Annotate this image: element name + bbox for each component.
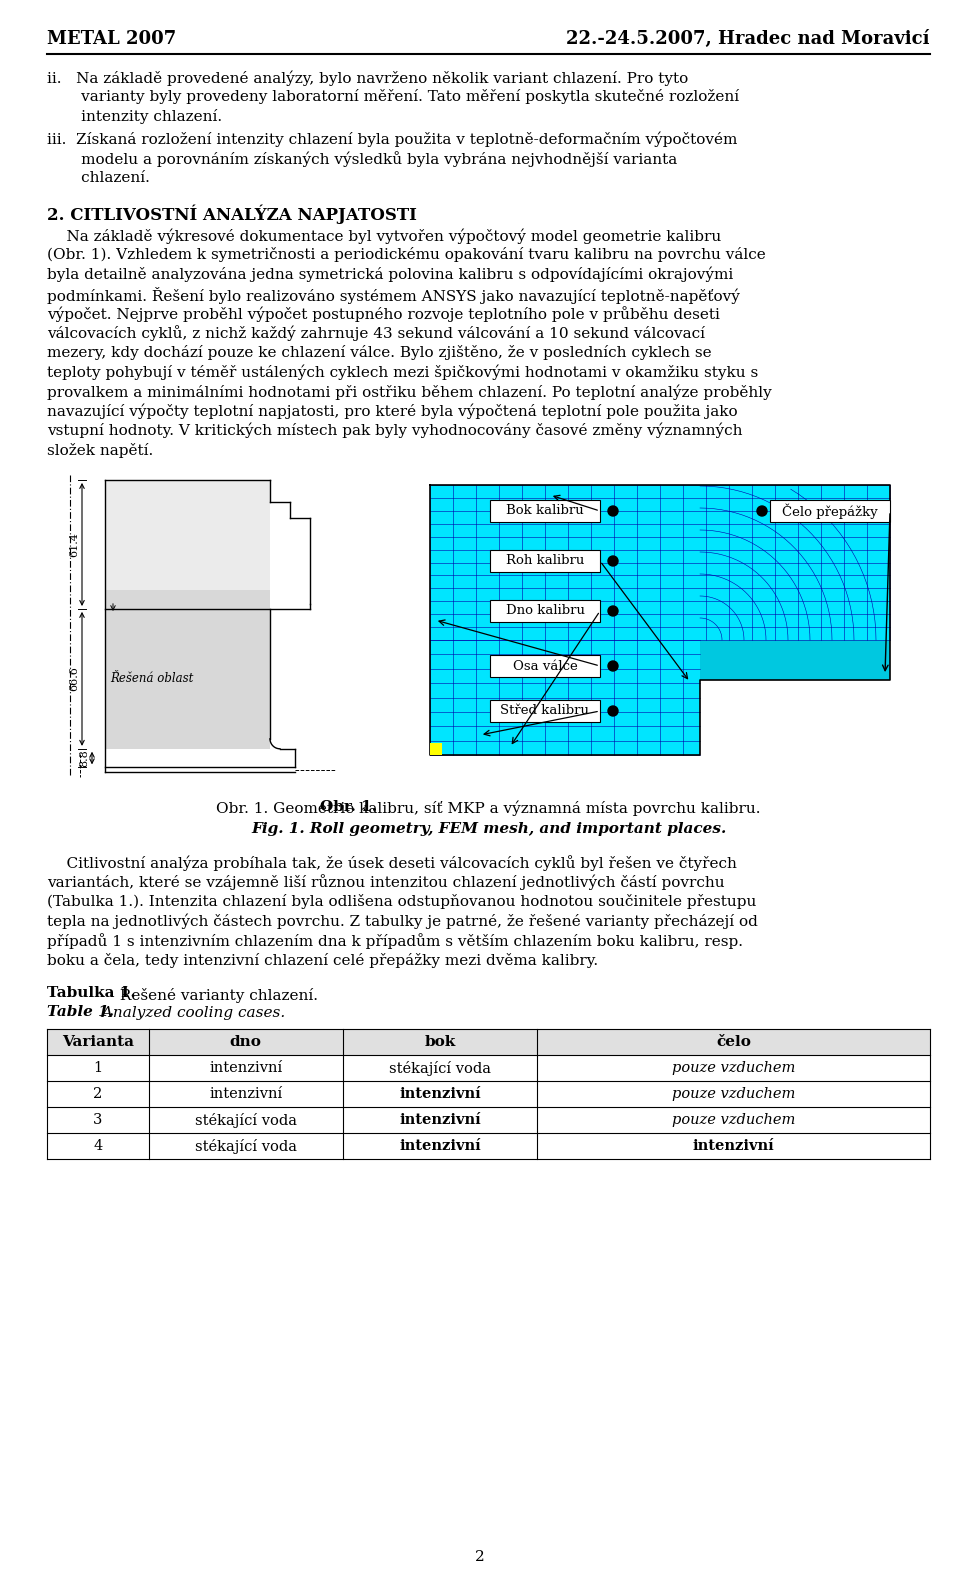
Text: Tabulka 1.: Tabulka 1. [47, 985, 135, 999]
Text: intenzivní: intenzivní [399, 1088, 481, 1100]
Text: pouze vzduchem: pouze vzduchem [672, 1113, 795, 1127]
Text: Roh kalibru: Roh kalibru [506, 554, 585, 568]
Text: stékající voda: stékající voda [389, 1061, 491, 1075]
Text: 3: 3 [93, 1113, 103, 1127]
Text: (Tabulka 1.). Intenzita chlazení byla odlišena odstupňovanou hodnotou součinitel: (Tabulka 1.). Intenzita chlazení byla od… [47, 894, 756, 910]
Text: Citlivostní analýza probíhala tak, že úsek deseti válcovacích cyklů byl řešen ve: Citlivostní analýza probíhala tak, že ús… [47, 855, 737, 870]
Text: 22.-24.5.2007, Hradec nad Moravicí: 22.-24.5.2007, Hradec nad Moravicí [566, 30, 930, 49]
Bar [47, 1029, 930, 1055]
Text: METAL 2007: METAL 2007 [47, 30, 177, 47]
FancyBboxPatch shape [490, 600, 600, 622]
Text: 61.4: 61.4 [69, 532, 79, 557]
Text: výpočet. Nejprve proběhl výpočet postupného rozvoje teplotního pole v průběhu de: výpočet. Nejprve proběhl výpočet postupn… [47, 305, 720, 321]
Text: Bok kalibru: Bok kalibru [506, 505, 584, 518]
Bar [700, 641, 890, 680]
Text: Obr. 1.: Obr. 1. [321, 800, 377, 814]
Text: 4: 4 [93, 1140, 103, 1154]
Text: bok: bok [424, 1036, 456, 1048]
Text: intenzivní: intenzivní [209, 1061, 282, 1075]
Text: vstupní hodnoty. V kritických místech pak byly vyhodnocovány časové změny význam: vstupní hodnoty. V kritických místech pa… [47, 423, 742, 439]
Text: čelo: čelo [716, 1036, 751, 1048]
Text: Řešené varianty chlazení.: Řešené varianty chlazení. [115, 985, 318, 1003]
Circle shape [757, 505, 767, 516]
Text: složek napětí.: složek napětí. [47, 442, 154, 458]
Text: stékající voda: stékající voda [195, 1138, 297, 1154]
Text: 66.6: 66.6 [69, 666, 79, 691]
Text: ii.   Na základě provedené analýzy, bylo navrženo několik variant chlazení. Pro : ii. Na základě provedené analýzy, bylo n… [47, 69, 688, 85]
Text: Osa válce: Osa válce [513, 660, 577, 672]
Text: intenzivní: intenzivní [209, 1088, 282, 1100]
Circle shape [608, 606, 618, 615]
Bar [105, 590, 270, 749]
Text: Na základě výkresové dokumentace byl vytvořen výpočtový model geometrie kalibru: Na základě výkresové dokumentace byl vyt… [47, 228, 721, 244]
Text: pouze vzduchem: pouze vzduchem [672, 1088, 795, 1100]
Text: navazující výpočty teplotní napjatosti, pro které byla výpočtená teplotní pole p: navazující výpočty teplotní napjatosti, … [47, 403, 737, 419]
Circle shape [608, 505, 618, 516]
Text: 1: 1 [93, 1061, 103, 1075]
Text: válcovacích cyklů, z nichž každý zahrnuje 43 sekund válcování a 10 sekund válcov: válcovacích cyklů, z nichž každý zahrnuj… [47, 326, 705, 342]
Text: modelu a porovnáním získaných výsledků byla vybrána nejvhodnější varianta: modelu a porovnáním získaných výsledků b… [47, 151, 677, 167]
Bar [430, 485, 890, 641]
Text: (Obr. 1). Vzhledem k symetričnosti a periodickému opakování tvaru kalibru na pov: (Obr. 1). Vzhledem k symetričnosti a per… [47, 247, 766, 263]
Text: 8.8: 8.8 [79, 749, 89, 767]
Bar [105, 480, 270, 609]
Text: Fig. 1. Roll geometry, FEM mesh, and important places.: Fig. 1. Roll geometry, FEM mesh, and imp… [251, 822, 726, 836]
Text: Čelo přepážky: Čelo přepážky [782, 504, 877, 519]
Text: variantách, které se vzájemně liší různou intenzitou chlazení jednotlivých částí: variantách, které se vzájemně liší různo… [47, 875, 725, 891]
FancyBboxPatch shape [490, 549, 600, 571]
Text: intenzity chlazení.: intenzity chlazení. [47, 109, 222, 124]
Text: boku a čela, tedy intenzivní chlazení celé přepážky mezi dvěma kalibry.: boku a čela, tedy intenzivní chlazení ce… [47, 952, 598, 968]
Text: případů 1 s intenzivním chlazením dna k případům s větším chlazením boku kalibru: případů 1 s intenzivním chlazením dna k … [47, 933, 743, 949]
Text: Table 1.: Table 1. [47, 1006, 114, 1020]
Text: tepla na jednotlivých částech povrchu. Z tabulky je patrné, že řešené varianty p: tepla na jednotlivých částech povrchu. Z… [47, 913, 757, 929]
Text: chlazení.: chlazení. [47, 170, 150, 184]
Bar [430, 743, 442, 756]
Text: Varianta: Varianta [61, 1036, 133, 1048]
Text: 2. CITLIVOSTNÍ ANALÝZA NAPJATOSTI: 2. CITLIVOSTNÍ ANALÝZA NAPJATOSTI [47, 205, 417, 224]
Text: iii.  Získaná rozložení intenzity chlazení byla použita v teplotně-deformačním v: iii. Získaná rozložení intenzity chlazen… [47, 132, 737, 146]
Text: mezery, kdy dochází pouze ke chlazení válce. Bylo zjištěno, že v posledních cykl: mezery, kdy dochází pouze ke chlazení vá… [47, 345, 711, 360]
Text: Řešená oblast: Řešená oblast [110, 672, 193, 685]
Text: intenzivní: intenzivní [399, 1140, 481, 1154]
Text: stékající voda: stékající voda [195, 1113, 297, 1127]
Circle shape [608, 556, 618, 567]
Text: Dno kalibru: Dno kalibru [506, 604, 585, 617]
FancyBboxPatch shape [490, 700, 600, 722]
Text: intenzivní: intenzivní [693, 1140, 775, 1154]
Bar [430, 641, 700, 756]
Text: provalkem a minimálními hodnotami při ostřiku během chlazení. Po teplotní analýz: provalkem a minimálními hodnotami při os… [47, 384, 772, 400]
Circle shape [608, 707, 618, 716]
Text: Obr. 1. Geometrie kalibru, síť MKP a významná místa povrchu kalibru.: Obr. 1. Geometrie kalibru, síť MKP a výz… [216, 800, 760, 815]
FancyBboxPatch shape [490, 655, 600, 677]
Text: Střed kalibru: Střed kalibru [500, 705, 589, 718]
Text: pouze vzduchem: pouze vzduchem [672, 1061, 795, 1075]
Text: 2: 2 [93, 1088, 103, 1100]
Text: podmínkami. Řešení bylo realizováno systémem ANSYS jako navazující teplotně-napě: podmínkami. Řešení bylo realizováno syst… [47, 286, 740, 304]
Text: 2: 2 [475, 1550, 485, 1565]
Text: varianty byly provedeny laboratorní měření. Tato měření poskytla skutečné rozlož: varianty byly provedeny laboratorní měře… [47, 90, 739, 104]
Text: byla detailně analyzována jedna symetrická polovina kalibru s odpovídajícími okr: byla detailně analyzována jedna symetric… [47, 268, 733, 282]
FancyBboxPatch shape [770, 501, 890, 523]
Text: intenzivní: intenzivní [399, 1113, 481, 1127]
Circle shape [608, 661, 618, 671]
FancyBboxPatch shape [490, 501, 600, 523]
Text: teploty pohybují v téměř ustálených cyklech mezi špičkovými hodnotami v okamžiku: teploty pohybují v téměř ustálených cykl… [47, 365, 758, 379]
Text: Analyzed cooling cases.: Analyzed cooling cases. [97, 1006, 285, 1020]
Text: dno: dno [229, 1036, 262, 1048]
